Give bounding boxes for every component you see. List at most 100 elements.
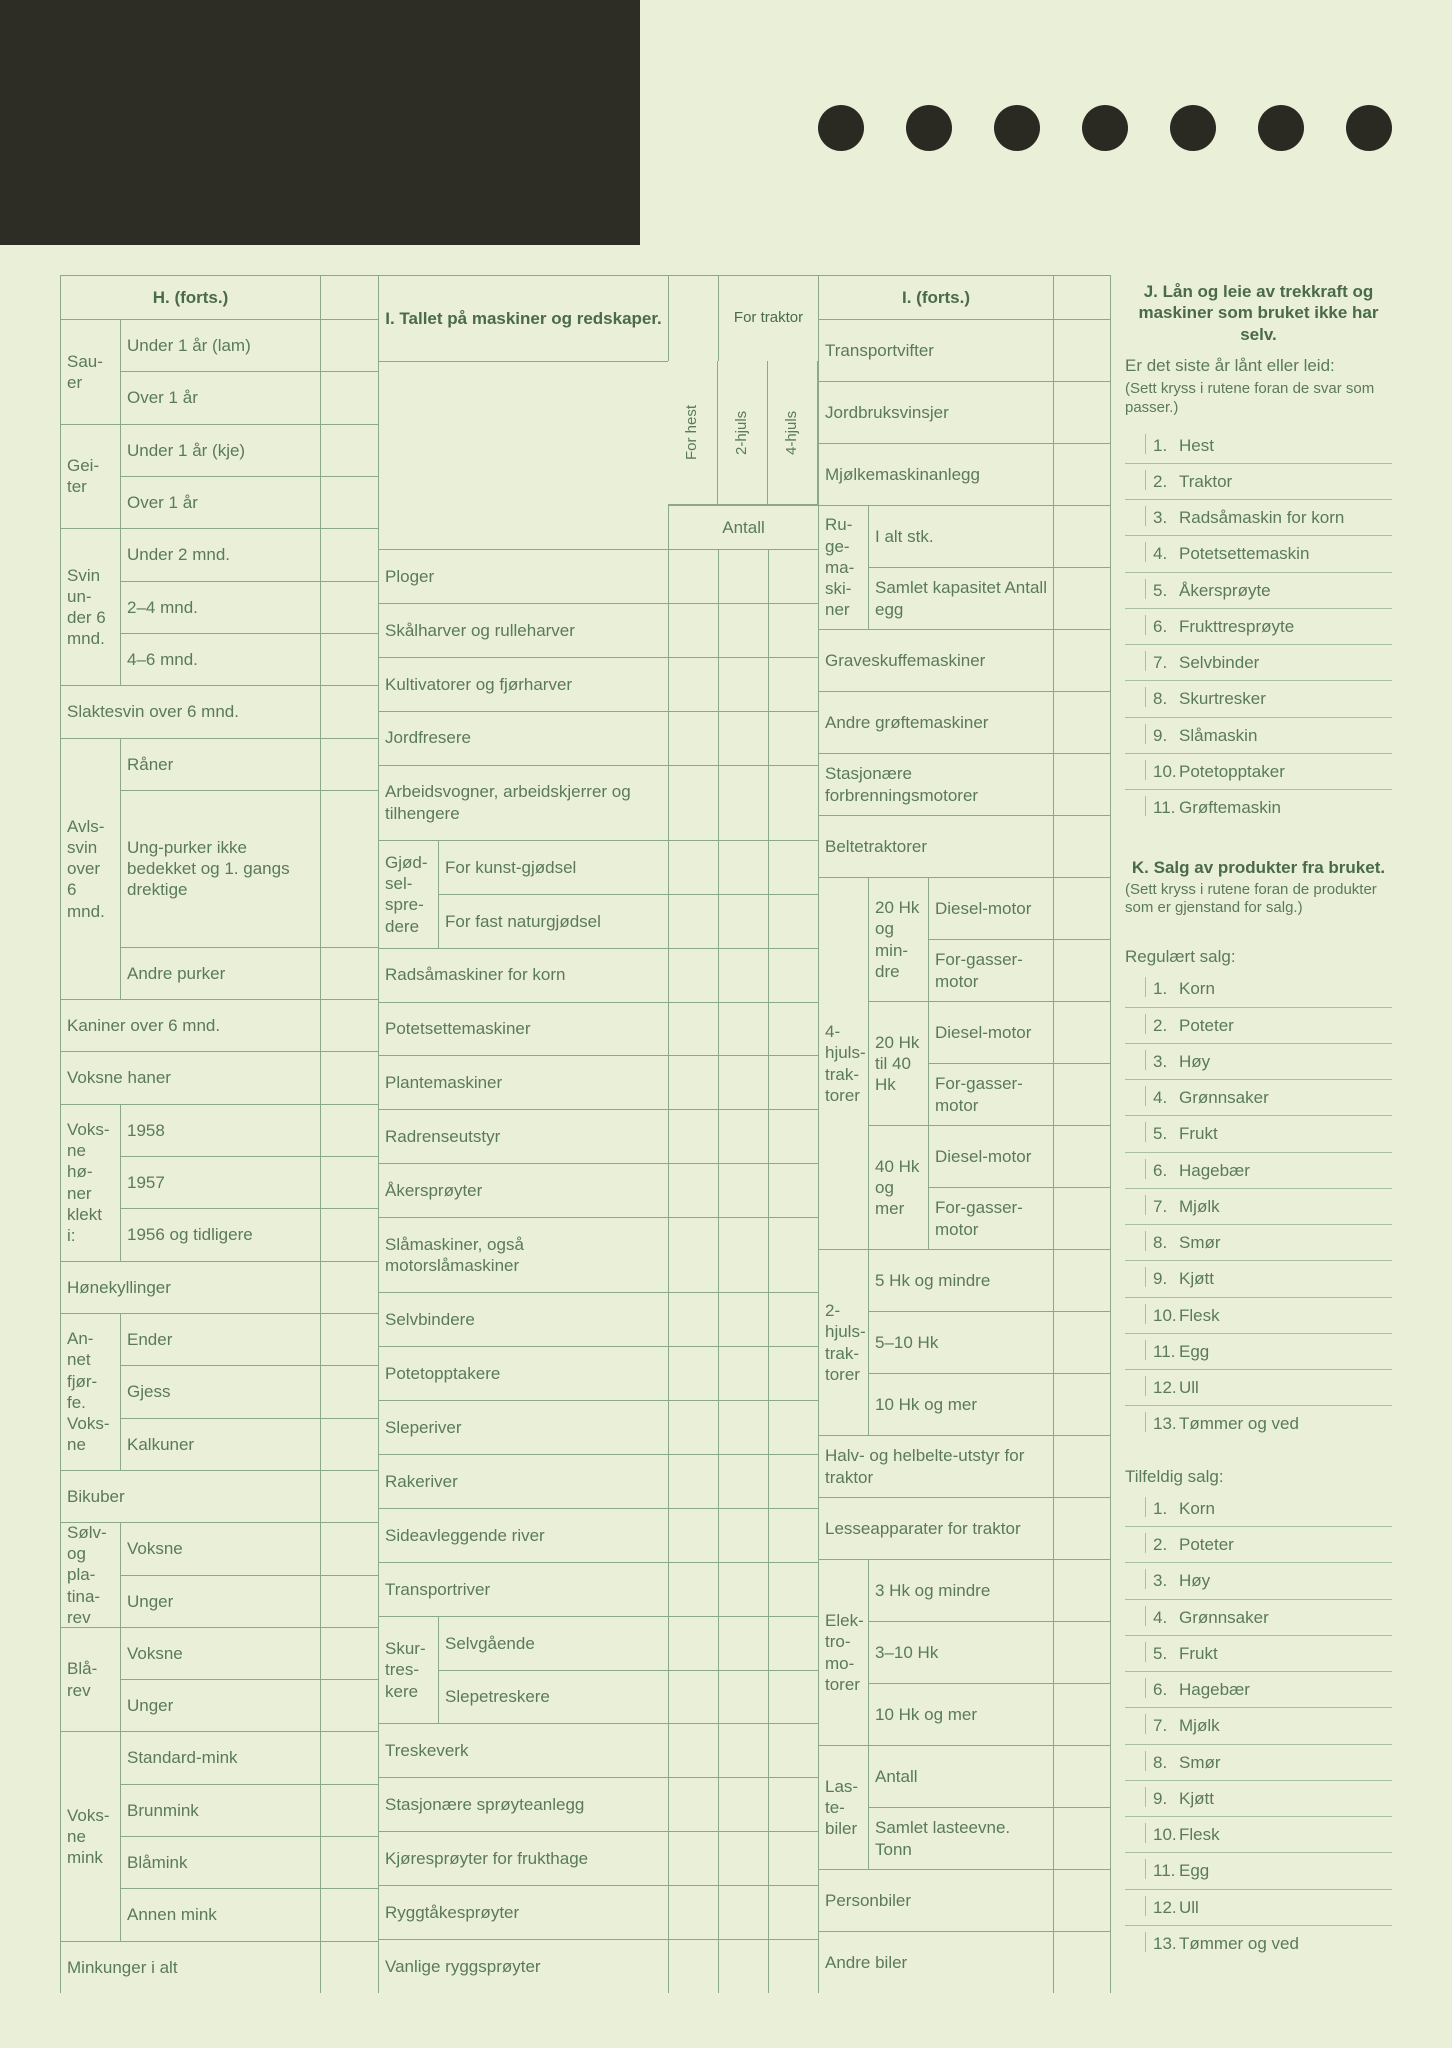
h-value-cell[interactable] xyxy=(320,1784,378,1836)
i2-value-cell[interactable] xyxy=(1053,877,1110,939)
h-value-cell[interactable] xyxy=(320,319,378,371)
i-value-cell[interactable] xyxy=(718,1400,768,1454)
h-value-cell[interactable] xyxy=(320,528,378,580)
i-value-cell[interactable] xyxy=(768,1163,818,1217)
checklist-item[interactable]: 3.Høy xyxy=(1125,1044,1392,1080)
checklist-item[interactable]: 11.Egg xyxy=(1125,1853,1392,1889)
i-value-cell[interactable] xyxy=(768,1831,818,1885)
i-value-cell[interactable] xyxy=(768,549,818,603)
checklist-item[interactable]: 9.Kjøtt xyxy=(1125,1781,1392,1817)
checklist-item[interactable]: 6.Frukttresprøyte xyxy=(1125,609,1392,645)
checklist-item[interactable]: 2.Poteter xyxy=(1125,1527,1392,1563)
i-value-cell[interactable] xyxy=(768,1292,818,1346)
i-value-cell[interactable] xyxy=(668,1562,718,1616)
checklist-item[interactable]: 1.Korn xyxy=(1125,1491,1392,1527)
checklist-item[interactable]: 8.Smør xyxy=(1125,1225,1392,1261)
h-value-cell[interactable] xyxy=(320,633,378,685)
checklist-item[interactable]: 9.Kjøtt xyxy=(1125,1261,1392,1297)
i-value-cell[interactable] xyxy=(718,1939,768,1993)
i-value-cell[interactable] xyxy=(668,1400,718,1454)
i-value-cell[interactable] xyxy=(718,711,768,765)
h-value-cell[interactable] xyxy=(320,1888,378,1940)
i-value-cell[interactable] xyxy=(718,1885,768,1939)
i-value-cell[interactable] xyxy=(718,657,768,711)
i-value-cell[interactable] xyxy=(668,1777,718,1831)
checklist-item[interactable]: 4.Grønnsaker xyxy=(1125,1600,1392,1636)
i2-value-cell[interactable] xyxy=(1053,1683,1110,1745)
i2-value-cell[interactable] xyxy=(1053,505,1110,567)
h-value-cell[interactable] xyxy=(320,1418,378,1470)
i-value-cell[interactable] xyxy=(718,894,768,948)
i-value-cell[interactable] xyxy=(768,1885,818,1939)
i-value-cell[interactable] xyxy=(668,1831,718,1885)
i-value-cell[interactable] xyxy=(668,765,718,840)
checklist-item[interactable]: 3.Radsåmaskin for korn xyxy=(1125,500,1392,536)
checklist-item[interactable]: 10.Flesk xyxy=(1125,1298,1392,1334)
i-value-cell[interactable] xyxy=(718,1346,768,1400)
i2-value-cell[interactable] xyxy=(1053,1559,1110,1621)
i-value-cell[interactable] xyxy=(768,840,818,894)
i-value-cell[interactable] xyxy=(718,1055,768,1109)
i2-value-cell[interactable] xyxy=(1053,1435,1110,1497)
h-value-cell[interactable] xyxy=(320,1836,378,1888)
h-value-cell[interactable] xyxy=(320,999,378,1051)
i2-value-cell[interactable] xyxy=(1053,1125,1110,1187)
checklist-item[interactable]: 1.Korn xyxy=(1125,971,1392,1007)
checklist-item[interactable]: 5.Åkersprøyte xyxy=(1125,573,1392,609)
h-value-cell[interactable] xyxy=(320,581,378,633)
i2-value-cell[interactable] xyxy=(1053,567,1110,629)
i-value-cell[interactable] xyxy=(718,1562,768,1616)
i-value-cell[interactable] xyxy=(718,1002,768,1056)
i-value-cell[interactable] xyxy=(668,711,718,765)
i2-value-cell[interactable] xyxy=(1053,443,1110,505)
i-value-cell[interactable] xyxy=(718,549,768,603)
i-value-cell[interactable] xyxy=(768,1346,818,1400)
checklist-item[interactable]: 5.Frukt xyxy=(1125,1636,1392,1672)
i-value-cell[interactable] xyxy=(668,1508,718,1562)
i-value-cell[interactable] xyxy=(768,1723,818,1777)
checklist-item[interactable]: 2.Traktor xyxy=(1125,464,1392,500)
i-value-cell[interactable] xyxy=(718,603,768,657)
i2-value-cell[interactable] xyxy=(1053,1373,1110,1435)
i-value-cell[interactable] xyxy=(768,1454,818,1508)
i2-value-cell[interactable] xyxy=(1053,753,1110,815)
i-value-cell[interactable] xyxy=(668,1002,718,1056)
h-value-cell[interactable] xyxy=(320,1208,378,1260)
h-value-cell[interactable] xyxy=(320,424,378,476)
i2-value-cell[interactable] xyxy=(1053,629,1110,691)
checklist-item[interactable]: 10.Potetopptaker xyxy=(1125,754,1392,790)
i-value-cell[interactable] xyxy=(718,1616,768,1670)
i-value-cell[interactable] xyxy=(718,1831,768,1885)
checklist-item[interactable]: 12.Ull xyxy=(1125,1890,1392,1926)
h-value-cell[interactable] xyxy=(320,1470,378,1522)
checklist-item[interactable]: 9.Slåmaskin xyxy=(1125,718,1392,754)
i-value-cell[interactable] xyxy=(718,765,768,840)
i-value-cell[interactable] xyxy=(768,765,818,840)
h-value-cell[interactable] xyxy=(320,1627,378,1679)
i-value-cell[interactable] xyxy=(718,1109,768,1163)
i-value-cell[interactable] xyxy=(768,711,818,765)
i-value-cell[interactable] xyxy=(768,948,818,1002)
h-value-cell[interactable] xyxy=(320,1261,378,1313)
i-value-cell[interactable] xyxy=(768,1939,818,1993)
i-value-cell[interactable] xyxy=(768,1616,818,1670)
i-value-cell[interactable] xyxy=(668,948,718,1002)
i2-value-cell[interactable] xyxy=(1053,1249,1110,1311)
i-value-cell[interactable] xyxy=(718,840,768,894)
checklist-item[interactable]: 12.Ull xyxy=(1125,1370,1392,1406)
i-value-cell[interactable] xyxy=(668,1055,718,1109)
i-value-cell[interactable] xyxy=(718,1454,768,1508)
checklist-item[interactable]: 6.Hagebær xyxy=(1125,1672,1392,1708)
checklist-item[interactable]: 7.Selvbinder xyxy=(1125,645,1392,681)
h-value-cell[interactable] xyxy=(320,476,378,528)
i-value-cell[interactable] xyxy=(718,1670,768,1724)
i-value-cell[interactable] xyxy=(668,894,718,948)
i-value-cell[interactable] xyxy=(668,603,718,657)
i-value-cell[interactable] xyxy=(668,1616,718,1670)
checklist-item[interactable]: 13.Tømmer og ved xyxy=(1125,1406,1392,1441)
i2-value-cell[interactable] xyxy=(1053,381,1110,443)
i-value-cell[interactable] xyxy=(768,1055,818,1109)
h-value-cell[interactable] xyxy=(320,1313,378,1365)
i-value-cell[interactable] xyxy=(768,1670,818,1724)
i2-value-cell[interactable] xyxy=(1053,939,1110,1001)
